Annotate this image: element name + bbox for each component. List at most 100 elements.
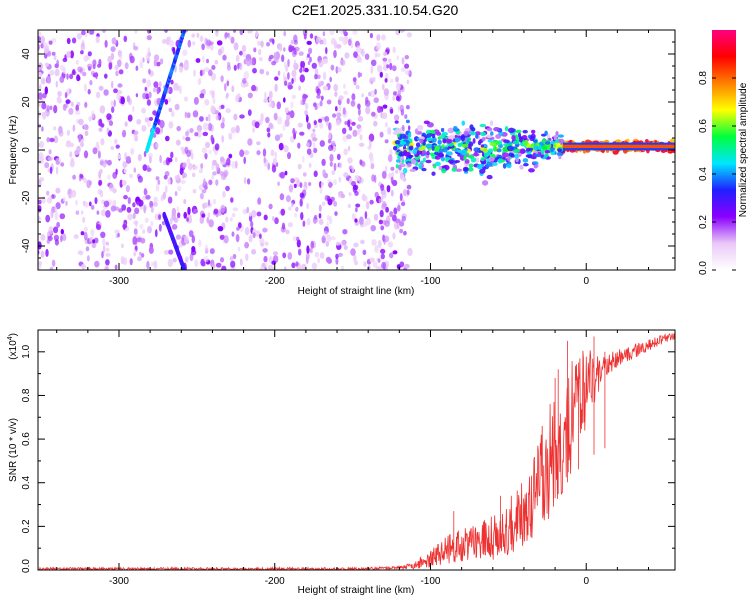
noise-blob [75, 59, 79, 65]
noise-blob [299, 192, 305, 198]
noise-blob [125, 185, 130, 193]
band-blob [476, 163, 484, 170]
noise-blob [380, 204, 386, 211]
noise-blob [242, 208, 248, 215]
noise-blob [141, 125, 147, 132]
noise-blob [330, 236, 336, 241]
noise-blob [229, 217, 233, 222]
noise-blob [75, 199, 78, 206]
noise-blob [123, 35, 128, 42]
noise-blob [357, 71, 361, 79]
band-blob [472, 153, 480, 157]
noise-blob [230, 197, 234, 203]
noise-blob [268, 122, 273, 129]
noise-blob [81, 264, 86, 270]
noise-blob [265, 116, 270, 124]
noise-blob [303, 110, 308, 115]
noise-blob [127, 114, 133, 122]
noise-blob [306, 202, 309, 210]
noise-blob [194, 259, 199, 268]
noise-blob [184, 96, 188, 102]
noise-blob [168, 249, 174, 255]
noise-blob [167, 97, 172, 103]
noise-blob [124, 121, 128, 127]
noise-blob [284, 107, 289, 114]
main-signal-band [392, 114, 675, 186]
noise-blob [150, 220, 154, 227]
band-blob [508, 127, 515, 133]
noise-blob [82, 71, 87, 77]
noise-blob [284, 80, 288, 87]
noise-blob [108, 183, 115, 192]
spectrogram-x-ticks: -300 -200 -100 0 [56, 30, 650, 287]
noise-blob [350, 248, 356, 256]
noise-blob [148, 91, 152, 99]
band-blob [408, 132, 412, 138]
noise-blob [219, 257, 225, 263]
band-blob [463, 130, 469, 136]
band-blob [502, 152, 509, 158]
noise-blob [56, 96, 62, 104]
band-blob [437, 152, 444, 158]
noise-blob [220, 204, 226, 213]
noise-blob [319, 122, 324, 129]
noise-blob [225, 185, 230, 192]
noise-blob [224, 83, 227, 92]
noise-blob [244, 241, 250, 249]
noise-blob [320, 181, 324, 189]
noise-blob [105, 247, 110, 252]
noise-blob [184, 257, 189, 263]
noise-blob [51, 194, 56, 200]
noise-blob [97, 119, 102, 127]
noise-blob [270, 149, 275, 157]
spectrogram-marks [38, 30, 675, 270]
band-blob [512, 140, 520, 145]
noise-blob [45, 248, 49, 257]
noise-blob [69, 142, 74, 148]
noise-blob [65, 142, 71, 148]
noise-blob [272, 38, 275, 45]
noise-blob [235, 125, 240, 134]
noise-blob [179, 85, 183, 95]
noise-blob [95, 36, 100, 44]
noise-blob [170, 79, 174, 85]
spectrogram-y-tick-label: -20 [21, 190, 32, 205]
noise-blob [120, 96, 125, 105]
noise-blob [123, 168, 127, 174]
noise-blob [297, 265, 302, 270]
noise-blob [335, 241, 341, 246]
colorbar-gradient [712, 30, 736, 270]
noise-blob [219, 156, 225, 163]
noise-blob [352, 129, 358, 137]
noise-blob [352, 30, 358, 35]
band-blob [484, 154, 488, 158]
band-blob [481, 137, 486, 142]
band-blob [467, 167, 474, 172]
noise-blob [209, 90, 215, 95]
noise-blob [60, 235, 63, 243]
band-blob [475, 157, 480, 163]
noise-blob [245, 253, 249, 261]
band-blob [419, 138, 424, 144]
noise-blob [258, 57, 263, 62]
noise-blob [316, 94, 321, 99]
colorbar-ticks: 0.0 0.2 0.4 0.6 0.8 [698, 71, 736, 275]
band-blob [480, 144, 485, 148]
band-blob [544, 130, 548, 136]
noise-blob [337, 67, 342, 73]
noise-blob [115, 144, 120, 149]
noise-blob [208, 69, 213, 77]
noise-blob [38, 152, 44, 160]
noise-blob [60, 228, 64, 235]
noise-blob [288, 184, 294, 193]
noise-blob [70, 101, 74, 107]
noise-blob [99, 105, 106, 114]
noise-blob [185, 136, 191, 142]
noise-blob [49, 105, 53, 111]
snr-y-ticks: 0.0 0.2 0.4 0.6 0.8 1.0 [21, 329, 675, 573]
noise-blob [83, 226, 88, 233]
noise-blob [82, 216, 86, 223]
noise-blob [313, 147, 318, 154]
noise-blob [234, 160, 238, 169]
band-blob [507, 156, 511, 162]
